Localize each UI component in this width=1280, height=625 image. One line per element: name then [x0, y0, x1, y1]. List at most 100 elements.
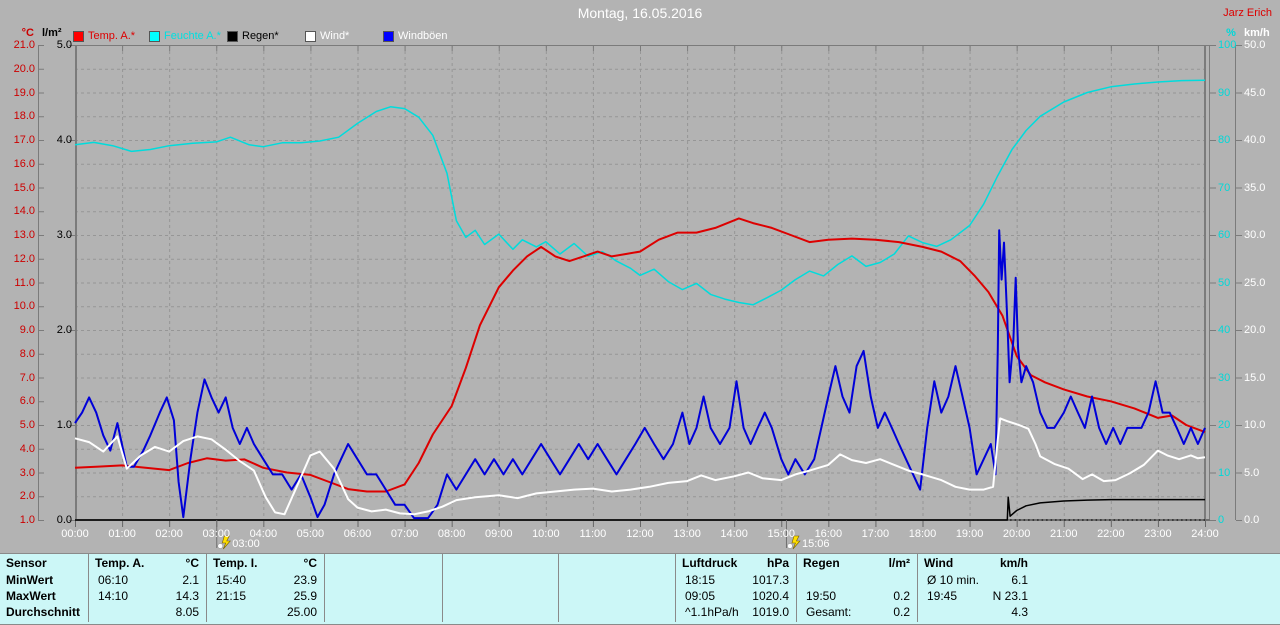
- rain-series-swatch-icon: [227, 31, 238, 42]
- humidity-axis-tick-label: 60: [1218, 229, 1231, 241]
- table-column-separator: [324, 554, 325, 622]
- temp-axis-tick-label: 21.0: [13, 39, 35, 51]
- x-axis-label: 18:00: [908, 528, 937, 540]
- rain-axis-tick-label: 0.0: [56, 514, 72, 526]
- temp-axis-tick-label: 17.0: [13, 134, 35, 146]
- time-marker-label: 15:06: [801, 538, 830, 550]
- feuchte-a-series-line: [74, 79, 1206, 306]
- temp-axis-tick-label: 18.0: [13, 110, 35, 123]
- sensor-value-time: 15:40: [216, 573, 247, 587]
- humidity-axis-tick-label: 80: [1218, 134, 1231, 146]
- sensor-column-name: Wind: [924, 556, 954, 570]
- x-axis-label: 11:00: [579, 528, 607, 540]
- x-axis-label: 03:00: [202, 528, 231, 540]
- temp-axis-tick-label: 20.0: [13, 62, 35, 75]
- sensor-column-name: Temp. A.: [95, 556, 145, 570]
- temp-axis-tick-label: 2.0: [19, 490, 35, 503]
- temp-axis-tick-label: 13.0: [13, 229, 35, 241]
- time-marker-dot-icon: [787, 543, 793, 549]
- gust-series-swatch-icon: [383, 31, 394, 42]
- legend-label-temp: Temp. A.*: [88, 30, 136, 42]
- sensor-value: 1020.4: [752, 589, 789, 603]
- temp-axis-tick-label: 7.0: [19, 371, 35, 384]
- temp-axis-tick-label: 1.0: [19, 514, 35, 526]
- table-column-separator: [442, 554, 443, 622]
- x-axis-label: 00:00: [61, 528, 89, 540]
- wind-axis-tick-label: 50.0: [1244, 39, 1266, 51]
- sensor-value: 25.9: [293, 589, 317, 603]
- legend-label-humidity: Feuchte A.*: [164, 30, 221, 42]
- x-axis-label: 15:00: [767, 528, 796, 540]
- sensor-value: 0.2: [893, 589, 910, 603]
- sensor-value-time: 18:15: [685, 573, 716, 587]
- legend-label-wind: Wind*: [320, 30, 350, 42]
- sensor-value: 4.3: [1011, 605, 1028, 619]
- humidity-axis-tick-label: 70: [1218, 181, 1231, 194]
- x-axis-label: 10:00: [532, 528, 560, 540]
- humidity-series-swatch-icon: [149, 31, 160, 42]
- plot-frame-right: [1204, 45, 1206, 520]
- table-row-label: MinWert: [6, 573, 54, 587]
- humidity-axis-tick-label: 20: [1218, 419, 1231, 431]
- regen-series-line: [75, 496, 1205, 521]
- wind-axis-tick-label: 0.0: [1244, 514, 1260, 526]
- temp-axis-tick-label: 15.0: [13, 181, 35, 194]
- sensor-value-time: Ø 10 min.: [927, 573, 980, 587]
- page-title: Montag, 16.05.2016: [577, 5, 703, 21]
- x-axis-label: 24:00: [1191, 528, 1219, 540]
- humidity-axis-tick-label: 40: [1218, 324, 1231, 336]
- table-column-separator: [796, 554, 797, 622]
- temp-axis-tick-label: 3.0: [19, 466, 35, 479]
- sensor-value-time: Gesamt:: [806, 605, 852, 619]
- wind-axis-tick-label: 10.0: [1244, 419, 1266, 431]
- x-axis-label: 17:00: [861, 528, 890, 540]
- table-column-separator: [558, 554, 559, 622]
- temp-axis-tick-label: 4.0: [19, 442, 35, 455]
- sensor-value-time: 06:10: [98, 573, 129, 587]
- sensor-value: 23.9: [293, 573, 317, 587]
- sun-marker-icon: [221, 535, 231, 550]
- sensor-column-unit: hPa: [766, 556, 789, 570]
- sensor-value-time: 19:45: [927, 589, 958, 603]
- x-axis-label: 09:00: [484, 528, 513, 540]
- wind-axis-tick-label: 20.0: [1244, 324, 1266, 336]
- sensor-value: 8.05: [175, 605, 199, 619]
- sun-marker-icon: [791, 535, 801, 550]
- wind-axis-tick-label: 5.0: [1244, 466, 1260, 479]
- sensor-value: 6.1: [1011, 573, 1028, 587]
- legend-label-gusts: Windböen: [398, 30, 448, 42]
- x-axis-label: 22:00: [1097, 528, 1125, 540]
- x-axis-label: 08:00: [437, 528, 466, 540]
- table-row-label: MaxWert: [6, 589, 56, 603]
- x-axis-label: 23:00: [1144, 528, 1172, 540]
- sensor-value: 1017.3: [752, 573, 789, 587]
- sensor-value: 14.3: [175, 589, 199, 603]
- x-axis-label: 13:00: [673, 528, 701, 540]
- wind-series-line: [74, 417, 1206, 516]
- temp-axis-tick-label: 5.0: [19, 419, 35, 431]
- x-axis-label: 07:00: [390, 528, 419, 540]
- sensor-value: 2.1: [182, 573, 199, 587]
- rain-axis-tick-label: 4.0: [56, 134, 72, 146]
- humidity-axis-tick-label: 10: [1218, 466, 1231, 479]
- table-column-separator: [675, 554, 676, 622]
- wind-axis-unit-label: km/h: [1244, 27, 1270, 39]
- wind-axis-tick-label: 15.0: [1244, 371, 1266, 384]
- x-axis-label: 02:00: [155, 528, 183, 540]
- wind-axis-tick-label: 45.0: [1244, 86, 1266, 99]
- temp-axis-tick-label: 8.0: [19, 347, 35, 360]
- sensor-value: 1019.0: [752, 605, 789, 619]
- windb-en-series-line: [74, 229, 1206, 520]
- plot-frame-left: [75, 45, 77, 520]
- temp-axis-tick-label: 6.0: [19, 395, 35, 408]
- sensor-column-name: Temp. I.: [213, 556, 258, 570]
- sensor-column-unit: l/m²: [888, 556, 910, 570]
- temp-axis-tick-label: 10.0: [13, 300, 35, 313]
- wind-axis-tick-label: 25.0: [1244, 276, 1266, 289]
- wind-series-swatch-icon: [305, 31, 316, 42]
- temp-axis-tick-label: 14.0: [13, 205, 35, 218]
- x-axis-label: 05:00: [296, 528, 325, 540]
- sensor-value-time: 21:15: [216, 589, 247, 603]
